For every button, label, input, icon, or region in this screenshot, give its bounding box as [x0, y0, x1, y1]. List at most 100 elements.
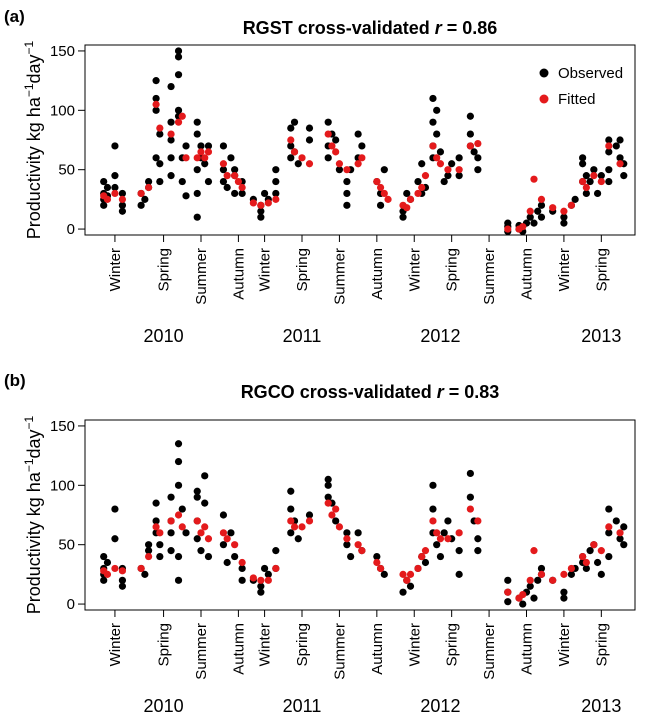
year-label: 2011	[283, 326, 322, 346]
fitted-point	[474, 139, 482, 148]
observed-point	[560, 213, 568, 221]
fitted-point	[328, 511, 336, 519]
observed-point	[347, 552, 355, 561]
observed-point	[305, 511, 314, 519]
observed-point	[238, 564, 246, 573]
observed-point	[474, 166, 482, 174]
fitted-point	[537, 195, 546, 203]
observed-point	[167, 547, 175, 555]
observed-point	[118, 582, 127, 590]
fitted-point	[167, 130, 175, 138]
observed-point	[152, 499, 160, 507]
fitted-point	[249, 199, 257, 207]
fitted-point	[193, 154, 201, 162]
fitted-point	[324, 130, 332, 138]
fitted-point	[616, 529, 624, 537]
observed-point	[182, 142, 190, 150]
observed-point	[167, 493, 175, 501]
observed-point	[519, 600, 527, 608]
observed-point	[287, 529, 295, 537]
observed-point	[436, 552, 445, 561]
fitted-point	[290, 523, 299, 531]
observed-point	[103, 183, 112, 192]
observed-point	[593, 189, 602, 198]
panel-b: (b) RGCO cross-validated r = 0.83 0 50 100…	[4, 371, 636, 716]
fitted-point	[530, 175, 538, 183]
observed-point	[399, 213, 407, 221]
observed-point	[343, 541, 351, 549]
season-label: Autumn	[230, 623, 247, 675]
fitted-point	[429, 142, 437, 150]
fitted-point	[201, 154, 209, 162]
fitted-point	[249, 574, 257, 582]
fitted-point	[455, 529, 463, 537]
fitted-point	[272, 564, 280, 573]
season-label: Winter	[406, 623, 423, 666]
y-tick-label: 0	[67, 596, 75, 613]
observed-point	[455, 547, 463, 555]
observed-point	[174, 106, 183, 114]
observed-point	[287, 487, 295, 495]
fitted-point	[223, 172, 231, 180]
season-label: Spring	[444, 248, 461, 291]
fitted-point	[103, 570, 112, 578]
observed-point	[118, 201, 127, 209]
season-label: Spring	[294, 623, 311, 666]
observed-point	[167, 154, 175, 162]
observed-point	[193, 130, 201, 138]
fitted-point	[373, 558, 381, 567]
season-label: Spring	[294, 248, 311, 291]
panel-a-legend: Observed Fitted	[539, 65, 623, 108]
fitted-point	[384, 195, 392, 203]
observed-point	[455, 154, 463, 162]
panel-b-points	[100, 440, 628, 608]
observed-point	[103, 558, 112, 567]
fitted-point	[335, 160, 344, 168]
observed-point	[376, 201, 385, 209]
fitted-point	[111, 564, 119, 573]
observed-point	[167, 136, 175, 144]
observed-point	[100, 576, 108, 584]
observed-point	[586, 177, 594, 186]
fitted-point	[373, 177, 381, 186]
panel-b-y-axis: 0 50 100 150	[50, 418, 85, 613]
fitted-point	[178, 112, 186, 120]
fitted-point	[156, 124, 164, 132]
observed-point	[343, 529, 351, 537]
panel-b-title: RGCO cross-validated r = 0.83	[241, 382, 500, 402]
observed-point	[597, 570, 605, 578]
observed-point	[444, 517, 452, 525]
observed-point	[455, 172, 463, 180]
fitted-point	[526, 207, 534, 215]
fitted-point	[590, 541, 598, 549]
observed-point	[474, 535, 482, 543]
observed-point	[620, 541, 628, 549]
observed-point	[141, 570, 149, 578]
season-label: Summer	[331, 623, 348, 680]
fitted-point	[219, 529, 228, 537]
panel-a-label: (a)	[4, 7, 25, 26]
observed-point	[433, 106, 441, 114]
fitted-point	[414, 189, 422, 198]
season-label: Winter	[107, 248, 124, 291]
season-label: Autumn	[369, 248, 386, 300]
y-tick-label: 100	[50, 102, 75, 119]
observed-point	[223, 558, 231, 567]
observed-point	[605, 148, 613, 156]
fitted-point	[436, 535, 445, 543]
observed-point	[231, 166, 239, 174]
y-tick-label: 0	[67, 221, 75, 238]
observed-point	[257, 207, 265, 215]
fitted-point	[579, 177, 587, 186]
observed-point	[605, 177, 613, 186]
fitted-point	[466, 505, 474, 513]
fitted-point	[406, 195, 415, 203]
observed-point	[605, 166, 613, 174]
fitted-point	[343, 535, 351, 543]
observed-point	[433, 130, 441, 138]
panel-b-plot-frame	[84, 419, 636, 611]
fitted-point	[354, 160, 362, 168]
season-label: Spring	[156, 248, 173, 291]
fitted-point	[560, 207, 568, 215]
observed-point	[534, 576, 542, 584]
